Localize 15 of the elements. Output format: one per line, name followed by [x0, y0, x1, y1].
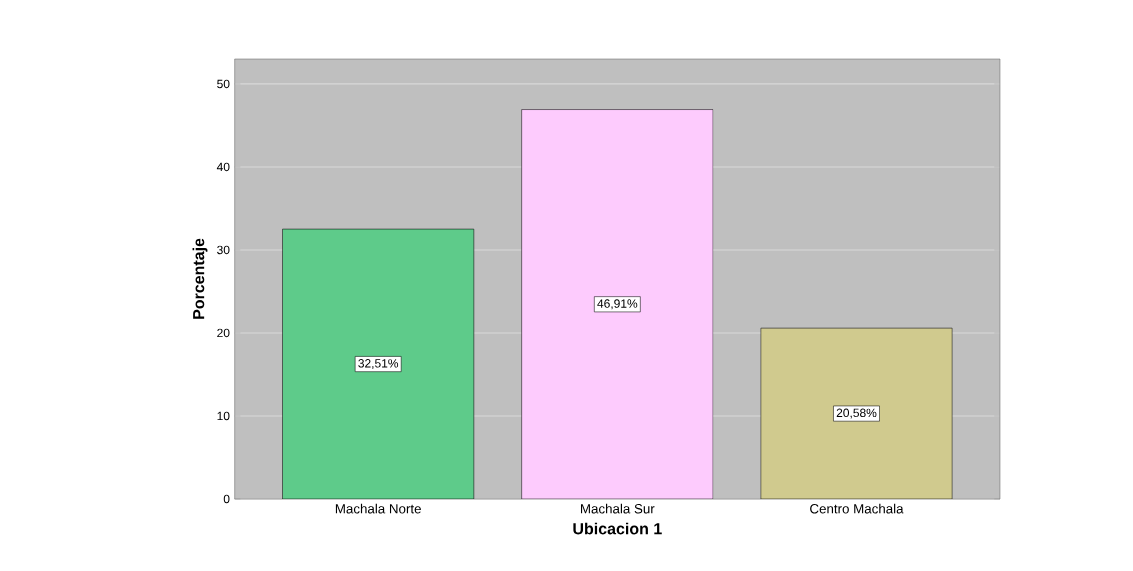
y-axis-title: Porcentaje — [192, 238, 208, 319]
x-tick-label: Machala Norte — [335, 503, 421, 514]
x-axis-title: Ubicacion 1 — [573, 522, 662, 535]
data-label: 46,91% — [597, 299, 638, 310]
y-tick-label: 50 — [217, 79, 230, 89]
bar — [521, 109, 714, 499]
y-tick-label: 40 — [216, 162, 230, 172]
data-label: 20,58% — [836, 408, 877, 419]
y-tick-label: 0 — [223, 494, 230, 504]
x-tick-label: Centro Machala — [810, 503, 904, 514]
y-tick-label: 20 — [217, 328, 230, 338]
x-tick-label: Machala Sur — [581, 503, 655, 514]
y-tick-label: 30 — [217, 245, 230, 255]
y-tick-label: 10 — [217, 411, 230, 421]
data-label: 32,51% — [358, 359, 399, 369]
